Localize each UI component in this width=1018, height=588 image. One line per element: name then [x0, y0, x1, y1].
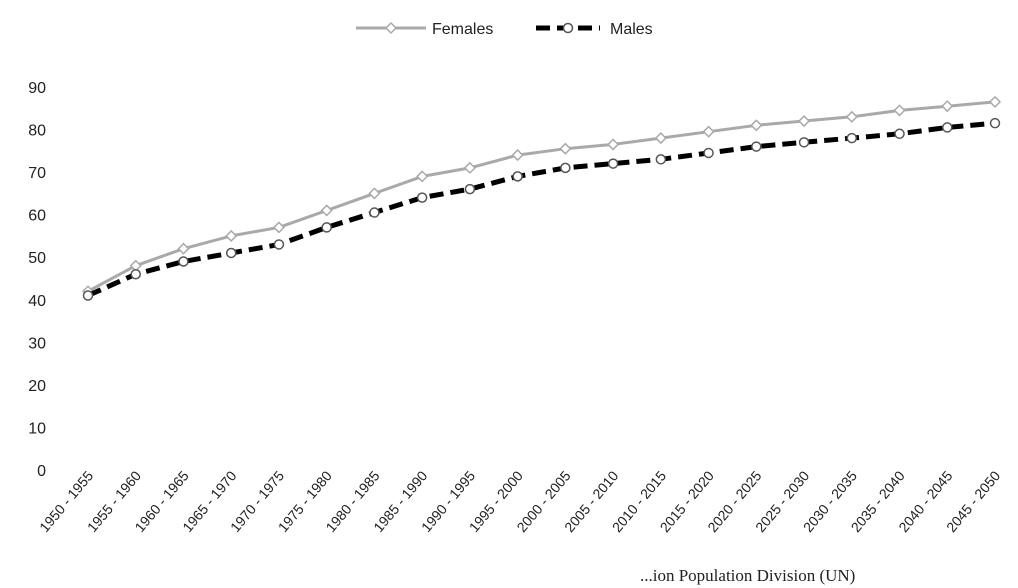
females-point [750, 119, 763, 132]
females-series-line [86, 100, 997, 293]
source-footer-text: ...ion Population Division (UN) [640, 566, 856, 585]
females-point [177, 242, 190, 255]
males-point [989, 117, 1001, 129]
females-point [988, 95, 1002, 108]
legend-males-label: Males [610, 21, 653, 38]
y-tick-label: 10 [28, 420, 46, 437]
males-point [321, 222, 332, 233]
males-point [751, 141, 762, 152]
males-series-line [86, 120, 996, 298]
males-point [273, 239, 285, 250]
y-tick-label: 60 [28, 208, 46, 225]
females-point [272, 221, 286, 234]
females-point [511, 149, 524, 162]
y-tick-label: 70 [28, 165, 46, 182]
y-tick-label: 40 [28, 293, 46, 310]
males-point [464, 183, 476, 195]
legend-males-marker [562, 22, 574, 34]
males-point [703, 147, 714, 159]
y-tick-label: 0 [37, 463, 46, 480]
females-point [607, 138, 620, 151]
females-point [463, 161, 476, 174]
females-point [797, 114, 811, 128]
males-point [82, 290, 94, 301]
males-point [655, 154, 667, 165]
y-tick-label: 20 [28, 378, 46, 395]
legend: Females Males [356, 21, 653, 38]
legend-females-marker [384, 21, 398, 35]
males-point [607, 158, 619, 169]
males-point [178, 256, 189, 267]
males-point [942, 122, 953, 133]
males-point [846, 132, 858, 144]
females-point [320, 204, 333, 217]
males-point [130, 268, 141, 280]
males-point [894, 128, 905, 140]
females-point [654, 132, 667, 145]
males-point [369, 207, 380, 218]
y-tick-label: 80 [28, 123, 46, 140]
series-layer [81, 95, 1002, 301]
y-tick-label: 50 [28, 250, 46, 267]
females-point [225, 229, 238, 243]
females-point [845, 110, 858, 123]
females-point [416, 170, 429, 183]
y-tick-label: 90 [28, 80, 46, 97]
females-point [559, 142, 572, 155]
females-point [702, 125, 715, 138]
y-axis-ticks: 0 10 20 30 40 50 60 70 80 90 [28, 80, 46, 480]
females-point [893, 104, 906, 117]
legend-females-label: Females [432, 21, 493, 38]
y-tick-label: 30 [28, 335, 46, 352]
males-point [225, 247, 237, 259]
males-point [798, 137, 810, 148]
males-point [416, 192, 428, 203]
males-point [512, 171, 523, 182]
females-point [941, 100, 954, 113]
males-point [560, 162, 571, 174]
females-point [368, 187, 381, 200]
